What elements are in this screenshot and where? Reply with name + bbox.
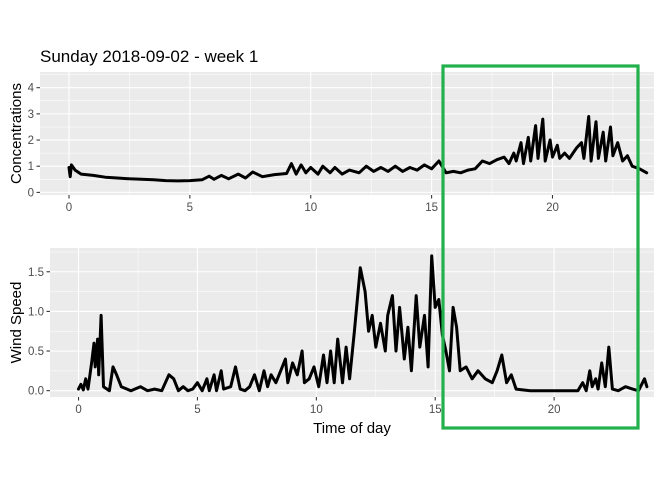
wind-speed-axes: 0 5 10 15 20 0.0 0.5 1.0 1.5 bbox=[28, 267, 561, 416]
wind-speed-y-tick-label: 1.5 bbox=[28, 267, 44, 279]
concentrations-x-tick-label: 10 bbox=[304, 202, 317, 214]
concentrations-x-tick-label: 15 bbox=[425, 202, 438, 214]
x-axis-title: Time of day bbox=[313, 420, 391, 437]
wind-speed-x-tick-label: 15 bbox=[429, 404, 442, 416]
wind-speed-x-tick-label: 10 bbox=[310, 404, 323, 416]
wind-speed-x-tick-label: 0 bbox=[75, 404, 81, 416]
concentrations-panel-background bbox=[40, 72, 654, 195]
concentrations-y-axis-title: Concentrations bbox=[8, 83, 25, 184]
concentrations-axes: 0 5 10 15 20 0 1 2 3 4 bbox=[28, 83, 559, 214]
wind-speed-x-tick-label: 5 bbox=[194, 404, 200, 416]
highlight-rectangle bbox=[441, 64, 640, 430]
wind-speed-x-tick-label: 20 bbox=[548, 404, 561, 416]
concentrations-panel: 0 5 10 15 20 0 1 2 3 4 Sunday 2018-09-02 - week 1… bbox=[8, 47, 654, 214]
concentrations-x-tick-label: 0 bbox=[66, 202, 72, 214]
chart-title: Sunday 2018-09-02 - week 1 bbox=[40, 47, 258, 66]
concentrations-y-tick-label: 4 bbox=[28, 83, 35, 95]
concentrations-x-tick-label: 5 bbox=[187, 202, 193, 214]
wind-speed-panel-background bbox=[50, 248, 654, 397]
concentrations-y-tick-label: 2 bbox=[28, 135, 34, 147]
wind-speed-y-tick-label: 0.5 bbox=[28, 346, 44, 358]
concentrations-series-line bbox=[67, 115, 649, 183]
concentrations-x-tick-label: 20 bbox=[546, 202, 559, 214]
wind-speed-y-tick-label: 0.0 bbox=[28, 386, 44, 398]
concentrations-y-tick-label: 3 bbox=[28, 109, 34, 121]
wind-speed-series-line bbox=[77, 254, 649, 393]
wind-speed-panel: 0 5 10 15 20 0.0 0.5 1.0 1.5 Wind Speed Time of … bbox=[8, 248, 654, 437]
concentrations-y-tick-label: 1 bbox=[28, 161, 34, 173]
concentrations-y-tick-label: 0 bbox=[28, 187, 34, 199]
wind-speed-y-tick-label: 1.0 bbox=[28, 306, 44, 318]
wind-speed-y-axis-title: Wind Speed bbox=[8, 282, 25, 364]
